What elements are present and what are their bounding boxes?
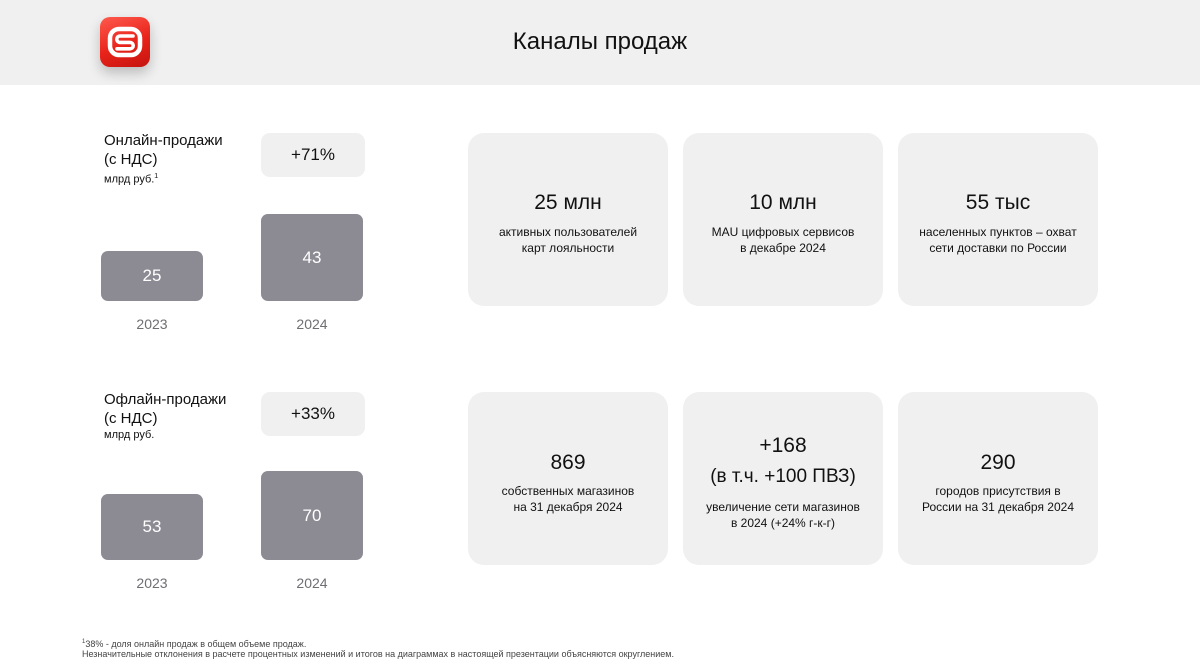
card-loyalty-users: 25 млн активных пользователей карт лояльн… bbox=[468, 133, 668, 306]
online-year-2023: 2023 bbox=[136, 316, 168, 332]
card-mau: 10 млн MAU цифровых сервисов в декабре 20… bbox=[683, 133, 883, 306]
offline-unit: млрд руб. bbox=[104, 429, 155, 441]
offline-label-line2: (с НДС) bbox=[104, 410, 158, 427]
header-bar: Каналы продаж bbox=[0, 0, 1200, 85]
online-growth-badge: +71% bbox=[261, 133, 365, 177]
card-value-note: (в т.ч. +100 ПВЗ) bbox=[710, 466, 856, 487]
offline-bar-2024: 70 bbox=[261, 471, 363, 560]
card-network-growth: +168 (в т.ч. +100 ПВЗ) увеличение сети м… bbox=[683, 392, 883, 565]
card-desc: увеличение сети магазинов в 2024 (+24% г-… bbox=[706, 500, 860, 530]
s-logo-icon bbox=[100, 17, 150, 67]
offline-year-2023: 2023 bbox=[136, 575, 168, 591]
online-label-line1: Онлайн-продажи bbox=[104, 132, 223, 149]
online-bar-2023: 25 bbox=[101, 251, 203, 301]
card-desc: MAU цифровых сервисов в декабре 2024 bbox=[711, 225, 855, 255]
card-value: +168 bbox=[759, 434, 807, 457]
offline-bar-2023: 53 bbox=[101, 494, 203, 560]
card-value: 869 bbox=[550, 451, 586, 474]
card-desc: активных пользователей карт лояльности bbox=[498, 225, 638, 255]
card-own-stores: 869 собственных магазинов на 31 декабря 2… bbox=[468, 392, 668, 565]
card-value: 10 млн bbox=[749, 191, 817, 214]
card-value: 290 bbox=[980, 451, 1016, 474]
online-bar-2024: 43 bbox=[261, 214, 363, 301]
card-desc: населенных пунктов – охват сети доставки … bbox=[919, 225, 1077, 255]
online-label-line2: (с НДС) bbox=[104, 151, 158, 168]
offline-label-line1: Офлайн-продажи bbox=[104, 391, 227, 408]
online-year-2024: 2024 bbox=[296, 316, 328, 332]
online-sales-label: Онлайн-продажи (с НДС) млрд руб.1 bbox=[104, 131, 223, 188]
online-unit: млрд руб.1 bbox=[104, 173, 159, 186]
offline-growth-badge: +33% bbox=[261, 392, 365, 436]
offline-sales-label: Офлайн-продажи (с НДС) млрд руб. bbox=[104, 390, 226, 443]
footnote-rounding: Незначительные отклонения в расчете проц… bbox=[82, 649, 674, 659]
card-value: 25 млн bbox=[534, 191, 602, 214]
card-desc: городов присутствия в России на 31 декабр… bbox=[921, 484, 1074, 514]
page-title: Каналы продаж bbox=[512, 28, 688, 55]
card-cities: 290 городов присутствия в России на 31 де… bbox=[898, 392, 1098, 565]
footnote-online-share: 138% - доля онлайн продаж в общем объеме… bbox=[82, 639, 307, 649]
card-desc: собственных магазинов на 31 декабря 2024 bbox=[501, 484, 635, 514]
card-value: 55 тыс bbox=[965, 191, 1031, 214]
offline-year-2024: 2024 bbox=[296, 575, 328, 591]
card-delivery-coverage: 55 тыс населенных пунктов – охват сети до… bbox=[898, 133, 1098, 306]
